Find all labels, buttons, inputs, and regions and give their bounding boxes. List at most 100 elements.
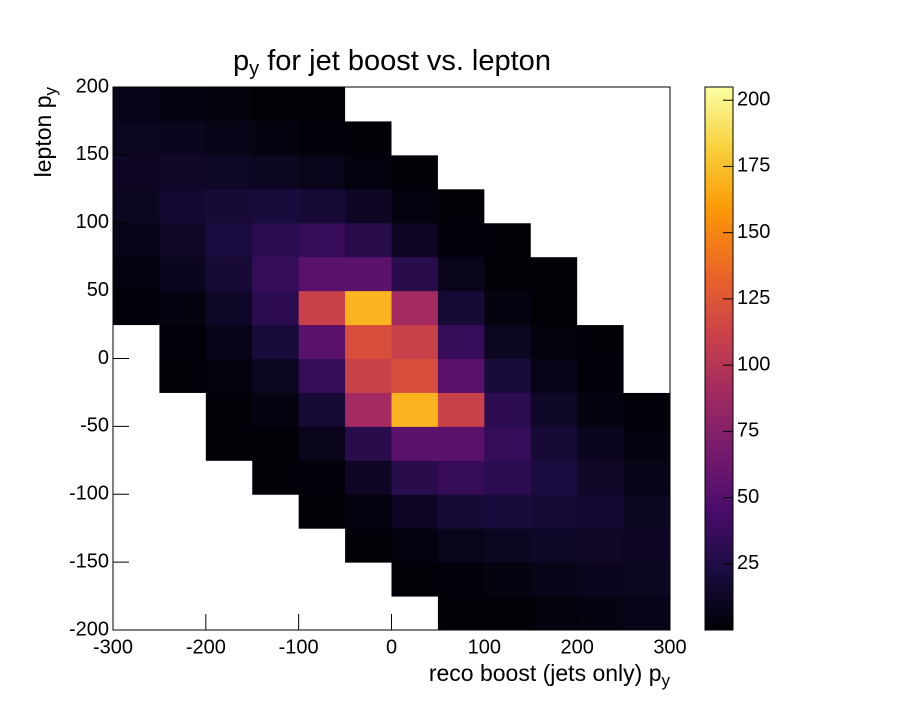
heatmap-cell: [345, 154, 392, 190]
heatmap-cell: [577, 596, 625, 631]
heatmap-cell: [577, 494, 625, 529]
colorbar-tick-label: 50: [737, 486, 759, 508]
heatmap-cell: [530, 426, 578, 461]
heatmap-cell: [298, 188, 346, 224]
colorbar-tick-label: 175: [737, 155, 770, 177]
heatmap-cell: [298, 460, 346, 495]
heatmap-cell: [298, 256, 346, 292]
heatmap-cell: [623, 256, 671, 292]
heatmap-cell: [205, 256, 253, 292]
heatmap-cell: [113, 222, 160, 258]
heatmap-cell: [205, 358, 253, 393]
heatmap-cell: [530, 460, 578, 495]
heatmap-cell: [113, 188, 160, 224]
heatmap-cell: [113, 324, 160, 359]
heatmap-cell: [205, 528, 253, 563]
heatmap-cell: [623, 324, 671, 359]
heatmap-cell: [252, 154, 300, 190]
heatmap-cell: [391, 528, 439, 563]
heatmap-cell: [159, 188, 207, 224]
heatmap-cell: [159, 290, 207, 326]
heatmap-cell: [437, 222, 485, 258]
heatmap-cell: [205, 87, 253, 122]
heatmap-cell: [437, 358, 485, 393]
heatmap-cell: [437, 528, 485, 563]
heatmap-cell: [113, 596, 160, 631]
colorbar-tick-label: 125: [737, 287, 770, 309]
heatmap-cell: [391, 460, 439, 495]
heatmap-cell: [623, 290, 671, 326]
y-tick-label: -50: [80, 415, 109, 437]
x-tick-label: 100: [468, 636, 501, 658]
heatmap-cell: [577, 358, 625, 393]
heatmap-cell: [252, 426, 300, 461]
heatmap-cell: [623, 120, 671, 156]
heatmap-cell: [577, 460, 625, 495]
heatmap-cell: [113, 426, 160, 461]
heatmap-cell: [437, 494, 485, 529]
heatmap-cell: [391, 290, 439, 326]
heatmap-cell: [391, 596, 439, 631]
heatmap-cell: [484, 222, 532, 258]
heatmap-cell: [113, 528, 160, 563]
heatmap-cell: [345, 290, 392, 326]
heatmap-cell: [159, 87, 207, 122]
heatmap-cell: [345, 392, 392, 427]
heatmap-cell: [391, 188, 439, 224]
y-axis-label: lepton py: [30, 87, 60, 178]
heatmap-cell: [484, 87, 532, 122]
heatmap-cell: [159, 358, 207, 393]
heatmap-cell: [484, 460, 532, 495]
heatmap-cell: [437, 562, 485, 597]
heatmap-cell: [484, 358, 532, 393]
heatmap-cell: [252, 188, 300, 224]
heatmap-cell: [345, 426, 392, 461]
y-label-text: lepton p: [30, 96, 56, 178]
heatmap-cell: [205, 120, 253, 156]
heatmap-cell: [623, 426, 671, 461]
heatmap-cell: [577, 528, 625, 563]
heatmap-cell: [113, 120, 160, 156]
heatmap-cell: [577, 392, 625, 427]
heatmap-cell: [530, 494, 578, 529]
heatmap-cell: [484, 528, 532, 563]
heatmap-cell: [252, 392, 300, 427]
heatmap-cell: [113, 87, 160, 122]
heatmap-cell: [345, 528, 392, 563]
heatmap-cell: [298, 87, 346, 122]
heatmap-cell: [113, 392, 160, 427]
heatmap-cell: [437, 596, 485, 631]
heatmap-cell: [577, 87, 625, 122]
heatmap-cell: [345, 596, 392, 631]
heatmap-cell: [113, 562, 160, 597]
heatmap-cell: [437, 256, 485, 292]
heatmap-cell: [391, 494, 439, 529]
heatmap-cell: [298, 324, 346, 359]
heatmap-cell: [484, 120, 532, 156]
heatmap-cell: [484, 188, 532, 224]
heatmap-cell: [205, 596, 253, 631]
heatmap-cell: [113, 358, 160, 393]
x-tick-label: 300: [653, 636, 686, 658]
heatmap-cell: [113, 256, 160, 292]
heatmap-cell: [159, 596, 207, 631]
heatmap-cell: [530, 528, 578, 563]
heatmap-cell: [577, 154, 625, 190]
heatmap-cell: [205, 154, 253, 190]
heatmap-cell: [252, 120, 300, 156]
heatmap-cell: [298, 154, 346, 190]
y-label-subscript: y: [41, 87, 60, 96]
heatmap-cell: [484, 494, 532, 529]
chart-title: py for jet boost vs. lepton: [233, 45, 551, 81]
heatmap-cell: [530, 222, 578, 258]
heatmap-cell: [298, 426, 346, 461]
heatmap-cell: [437, 188, 485, 224]
heatmap-cell: [205, 290, 253, 326]
heatmap-cell: [530, 87, 578, 122]
heatmap-cell: [391, 562, 439, 597]
heatmap-cell: [252, 222, 300, 258]
heatmap-cell: [484, 324, 532, 359]
heatmap-cell: [577, 188, 625, 224]
heatmap-cell: [530, 188, 578, 224]
